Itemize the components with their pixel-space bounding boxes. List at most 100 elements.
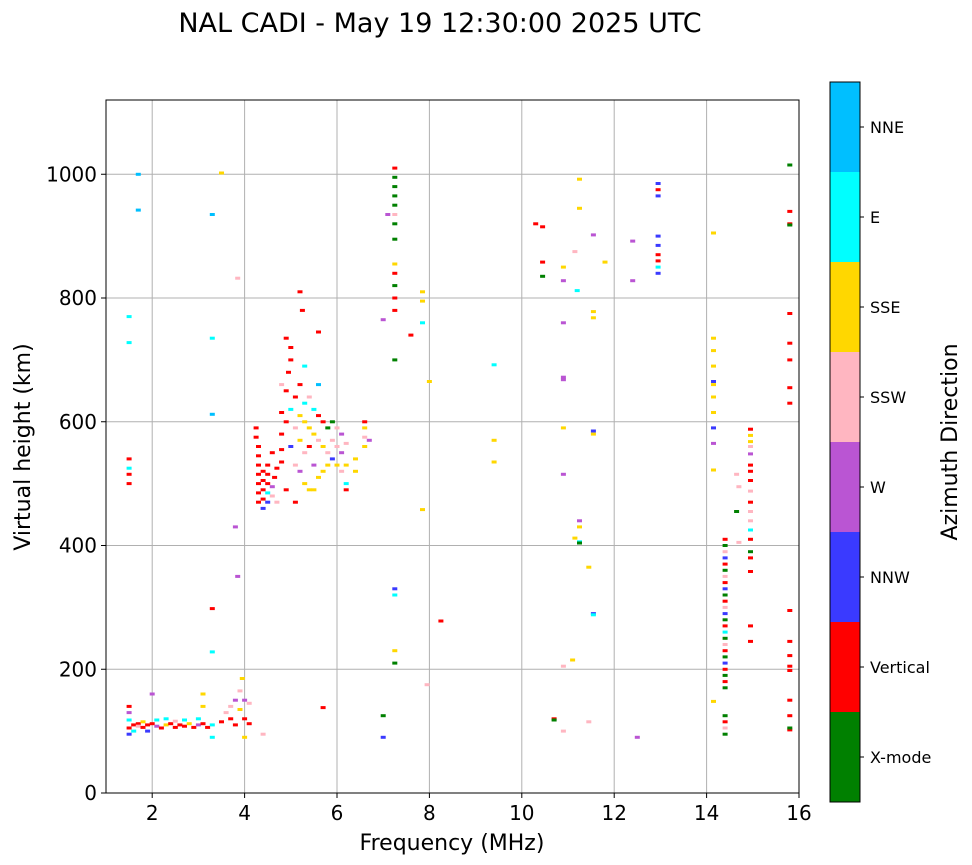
- echo-point: [366, 438, 372, 442]
- echo-point: [787, 386, 793, 390]
- echo-point: [172, 719, 178, 723]
- echo-point: [577, 177, 582, 181]
- echo-point: [232, 723, 238, 727]
- echo-point: [711, 364, 716, 368]
- echo-point: [722, 568, 728, 572]
- echo-point: [590, 432, 596, 436]
- echo-point: [392, 284, 398, 288]
- echo-point: [228, 717, 234, 721]
- echo-point: [334, 445, 340, 448]
- echo-point: [329, 457, 335, 461]
- echo-point: [722, 686, 728, 690]
- echo-point: [572, 250, 578, 254]
- echo-point: [722, 655, 728, 659]
- echo-point: [748, 550, 753, 554]
- echo-point: [748, 510, 753, 513]
- echo-point: [272, 475, 278, 479]
- echo-point: [195, 723, 201, 727]
- echo-point: [586, 565, 592, 569]
- echo-point: [279, 448, 285, 452]
- echo-point: [722, 667, 728, 671]
- echo-point: [316, 383, 321, 387]
- echo-point: [343, 463, 349, 467]
- echo-point: [380, 318, 386, 322]
- echo-point: [209, 650, 215, 654]
- echo-point: [362, 435, 368, 439]
- echo-point: [392, 185, 398, 189]
- echo-point: [260, 479, 266, 482]
- echo-point: [149, 722, 155, 726]
- echo-point: [288, 407, 294, 411]
- echo-point: [279, 432, 285, 436]
- echo-point: [722, 599, 728, 603]
- echo-point: [736, 540, 742, 544]
- echo-point: [131, 723, 137, 727]
- echo-point: [256, 445, 261, 448]
- echo-point: [748, 519, 753, 523]
- echo-point: [787, 728, 793, 732]
- echo-point: [722, 618, 728, 622]
- echo-point: [711, 395, 716, 399]
- echo-point: [205, 725, 211, 729]
- echo-point: [237, 689, 243, 693]
- echo-point: [260, 488, 266, 492]
- echo-point: [392, 593, 398, 597]
- echo-point: [265, 491, 271, 495]
- echo-point: [380, 714, 386, 718]
- y-tick-label: 800: [59, 286, 97, 310]
- echo-point: [392, 203, 398, 207]
- echo-point: [297, 469, 303, 473]
- echo-point: [320, 445, 326, 448]
- echo-point: [269, 485, 275, 489]
- echo-point: [145, 729, 151, 733]
- echo-point: [722, 643, 728, 646]
- echo-point: [392, 222, 398, 226]
- echo-point: [209, 735, 215, 739]
- colorbar-segment: [830, 532, 860, 622]
- y-axis-ticks: 0 200 400 600 800 1000: [46, 162, 106, 805]
- echo-point: [362, 420, 368, 424]
- echo-point: [265, 482, 271, 486]
- echo-point: [260, 497, 266, 501]
- echo-point: [311, 432, 317, 436]
- echo-point: [748, 500, 753, 504]
- colorbar-segment: [830, 82, 860, 172]
- echo-point: [711, 441, 716, 445]
- colorbar-tick-label: NNE: [870, 118, 904, 137]
- x-axis-ticks: 2 4 6 8 10 12 14 16: [146, 793, 812, 825]
- echo-point: [392, 308, 398, 312]
- colorbar-frame: [829, 81, 861, 803]
- echo-point: [787, 726, 793, 730]
- echo-point: [325, 426, 331, 430]
- echo-point: [655, 265, 661, 269]
- echo-point: [590, 429, 596, 433]
- echo-point: [655, 194, 661, 198]
- x-tick-label: 2: [146, 801, 159, 825]
- echo-point: [392, 587, 398, 591]
- echo-point: [722, 587, 728, 591]
- echo-point: [292, 463, 298, 467]
- echo-point: [126, 341, 132, 345]
- echo-point: [334, 426, 340, 430]
- echo-point: [630, 239, 636, 243]
- echo-point: [265, 472, 271, 476]
- echo-point: [256, 482, 261, 486]
- echo-point: [260, 506, 266, 510]
- echo-point: [126, 704, 132, 708]
- echo-point: [256, 463, 261, 467]
- echo-point: [560, 265, 566, 269]
- echo-point: [320, 469, 326, 473]
- echo-point: [253, 435, 259, 439]
- echo-point: [228, 704, 234, 708]
- echo-point: [297, 290, 303, 294]
- echo-point: [302, 401, 308, 405]
- echo-point: [302, 364, 308, 368]
- echo-point: [560, 472, 566, 476]
- echo-point: [265, 500, 271, 504]
- echo-point: [722, 556, 728, 560]
- echo-point: [182, 718, 187, 722]
- echo-point: [787, 341, 793, 345]
- echo-point: [748, 479, 753, 482]
- echo-point: [551, 718, 557, 722]
- echo-point: [256, 472, 261, 476]
